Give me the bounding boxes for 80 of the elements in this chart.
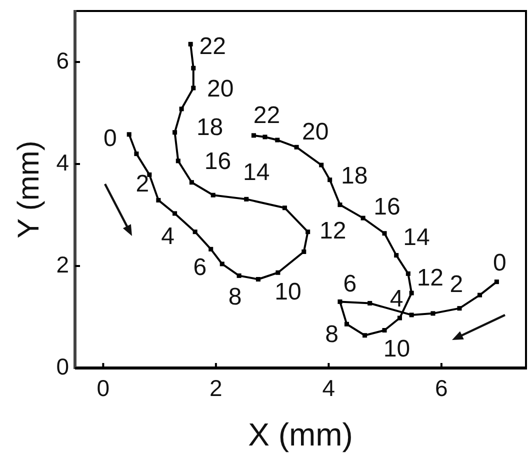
- annotation: 18: [341, 162, 368, 190]
- point: [256, 277, 260, 282]
- point: [188, 42, 193, 46]
- point: [189, 180, 194, 185]
- point: [244, 196, 249, 202]
- annotation: 8: [228, 283, 242, 310]
- x-tick-label: 0: [96, 375, 110, 402]
- point: [319, 162, 324, 168]
- annotation: 6: [343, 270, 357, 298]
- annotation: 18: [196, 114, 224, 142]
- point: [262, 134, 268, 140]
- point: [191, 66, 196, 70]
- annotation: 20: [302, 118, 329, 146]
- point: [338, 202, 342, 208]
- point: [172, 211, 178, 216]
- point: [275, 138, 280, 142]
- annotation: 8: [325, 320, 338, 348]
- point: [192, 230, 198, 234]
- annotation: 4: [161, 223, 174, 250]
- annotation: 22: [199, 32, 226, 60]
- x-tick-label: 4: [322, 375, 336, 402]
- annotation: 2: [136, 170, 150, 198]
- point: [478, 292, 482, 298]
- point: [126, 132, 132, 137]
- y-tick-label: 2: [56, 251, 69, 278]
- point: [210, 192, 216, 198]
- annotation: 12: [416, 264, 444, 292]
- annotation: 16: [204, 148, 232, 175]
- point: [430, 311, 436, 316]
- point: [362, 333, 368, 338]
- point: [191, 86, 196, 90]
- annotation: 20: [207, 76, 234, 103]
- annotation: 10: [383, 336, 410, 363]
- y-tick-label: 0: [56, 353, 69, 380]
- point: [294, 144, 299, 150]
- x-tick-label: 6: [435, 375, 448, 402]
- point: [409, 312, 414, 318]
- x-tick-label: 2: [210, 375, 222, 402]
- annotation: 12: [319, 217, 346, 244]
- point: [494, 280, 499, 284]
- point: [360, 216, 366, 220]
- annotation: 4: [390, 286, 404, 313]
- y-axis-title: Y (mm): [12, 140, 46, 238]
- point: [179, 106, 184, 112]
- annotation: 10: [274, 278, 302, 306]
- point: [394, 253, 399, 258]
- point: [176, 158, 180, 164]
- point: [328, 178, 332, 182]
- annotation: 14: [243, 158, 270, 186]
- point: [406, 271, 410, 276]
- annotation: 16: [374, 193, 400, 220]
- point: [282, 206, 287, 210]
- point: [276, 270, 280, 275]
- point: [382, 231, 387, 236]
- point: [134, 152, 139, 156]
- point: [172, 130, 178, 135]
- annotation: 2: [450, 270, 464, 298]
- point: [368, 300, 372, 306]
- point: [302, 249, 306, 254]
- annotation: 14: [403, 224, 430, 251]
- point: [306, 230, 310, 234]
- point: [208, 246, 214, 252]
- y-tick-label: 6: [56, 47, 69, 74]
- point: [147, 172, 152, 177]
- x-axis-title: X (mm): [248, 416, 353, 453]
- point: [251, 133, 256, 138]
- point: [397, 316, 402, 320]
- annotation: 6: [193, 254, 207, 281]
- point: [382, 328, 387, 333]
- point: [236, 273, 242, 278]
- annotation: 22: [253, 102, 280, 130]
- y-tick-label: 4: [56, 149, 70, 176]
- point: [220, 262, 224, 266]
- point: [338, 299, 342, 304]
- annotation: 0: [493, 249, 506, 276]
- point: [457, 306, 462, 311]
- annotation: 0: [103, 125, 117, 152]
- point: [409, 290, 414, 296]
- point: [156, 198, 161, 202]
- point: [344, 322, 349, 326]
